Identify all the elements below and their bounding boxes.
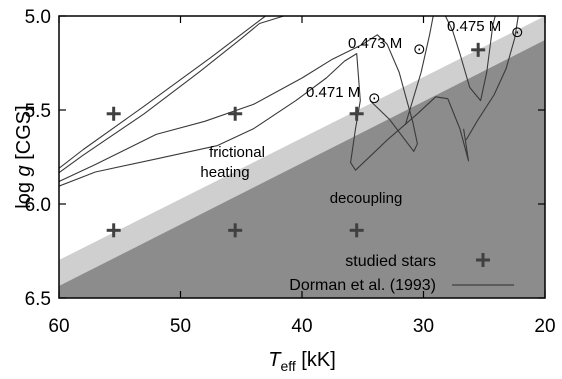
y-axis-label: log g [CGS] (13, 105, 35, 208)
legend-plus-marker (476, 253, 490, 267)
decoupling-label: decoupling (330, 190, 403, 207)
track-label-0473: 0.473 M ⊙ (348, 35, 426, 58)
axis-ticks: 60 50 40 30 20 5.0 5.5 6.0 6.5 (25, 7, 556, 337)
x-tick-label: 20 (534, 316, 555, 337)
x-tick-label: 50 (170, 316, 191, 337)
star-point (228, 106, 243, 121)
track-line (59, 16, 284, 174)
star-point (349, 223, 364, 238)
track-label-0471: 0.471 M ⊙ (306, 84, 381, 107)
sun-symbol-0475: ⊙ (511, 24, 524, 41)
track-label-0475-text: 0.475 M (447, 18, 501, 35)
decoupling-region (59, 40, 545, 298)
track-line (59, 16, 266, 170)
star-point (228, 223, 243, 238)
frictional-label-line1: frictional (209, 144, 265, 161)
plot-area (59, 16, 545, 298)
legend-studied-stars-label: studied stars (345, 253, 436, 270)
x-axis-label: Teff [kK] (268, 349, 336, 374)
y-axis-label-var: g (13, 165, 35, 176)
x-axis-label-main: T (268, 349, 282, 371)
studied-stars (106, 42, 486, 238)
y-tick-label: 6.0 (25, 195, 51, 216)
y-axis-label-unit: [CGS] (13, 105, 35, 165)
legend-dorman-label: Dorman et al. (1993) (289, 277, 436, 294)
y-axis-label-pre: log (13, 176, 35, 208)
track-label-0471-text: 0.471 M (306, 84, 360, 101)
x-tick-label: 60 (48, 316, 69, 337)
track-line (465, 16, 519, 141)
track-line (444, 16, 496, 102)
y-tick-label: 5.5 (25, 101, 51, 122)
x-axis-label-sub: eff (280, 358, 295, 374)
star-point (471, 42, 486, 57)
frictional-label-line2: heating (200, 164, 249, 181)
legend: studied stars Dorman et al. (1993) (289, 253, 514, 294)
legend-plus (476, 253, 490, 267)
x-axis-label-unit: [kK] (296, 349, 336, 371)
track-label-0473-text: 0.473 M (348, 35, 402, 52)
star-point (106, 223, 121, 238)
x-tick-label: 30 (413, 316, 434, 337)
star-point (349, 106, 364, 121)
y-tick-label: 6.5 (25, 289, 51, 310)
star-point (106, 106, 121, 121)
sun-symbol-0471: ⊙ (368, 90, 381, 107)
y-tick-label: 5.0 (25, 7, 51, 28)
track-label-0475: 0.475 M ⊙ (447, 18, 524, 41)
track-line (404, 16, 434, 126)
sun-symbol-0473: ⊙ (413, 41, 426, 58)
x-tick-label: 40 (291, 316, 312, 337)
track-line (59, 34, 418, 183)
